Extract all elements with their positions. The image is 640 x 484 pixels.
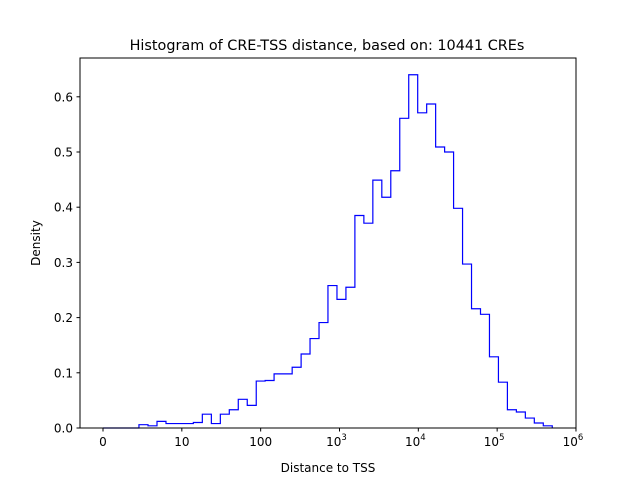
x-tick-base: 10 [326, 435, 341, 449]
histogram-bin [193, 422, 202, 428]
histogram-bin [427, 104, 436, 428]
histogram-bin [175, 424, 184, 428]
x-tick-exponent: 3 [341, 433, 346, 443]
y-axis-label: Density [29, 220, 43, 266]
x-tick-label: 105 [484, 433, 505, 449]
x-tick-label: 104 [405, 433, 426, 449]
x-tick-exponent: 4 [420, 433, 425, 443]
histogram-bin [480, 314, 489, 428]
histogram-bin [498, 382, 507, 428]
histogram-bin [463, 264, 472, 428]
histogram-bin [301, 354, 310, 428]
y-tick-label: 0.6 [54, 90, 73, 104]
y-tick-label: 0.0 [54, 422, 73, 436]
x-tick-base: 10 [484, 435, 499, 449]
histogram-bin [454, 208, 463, 428]
chart-title: Histogram of CRE-TSS distance, based on:… [130, 38, 525, 54]
histogram-bin [400, 118, 409, 428]
histogram-bin [220, 414, 229, 428]
histogram-bin [202, 414, 211, 428]
histogram-bin [211, 424, 220, 428]
y-tick-label: 0.5 [54, 146, 73, 160]
x-tick-label: 106 [563, 433, 584, 449]
x-tick-base: 10 [174, 435, 189, 449]
histogram-bin [525, 418, 534, 428]
histogram-bin [346, 287, 355, 428]
histogram-bin [382, 197, 391, 428]
histogram-bin [472, 309, 481, 428]
histogram-bin [391, 171, 400, 428]
histogram-bin [355, 215, 364, 428]
x-tick-base: 100 [249, 435, 272, 449]
x-tick-base: 10 [563, 435, 578, 449]
histogram-bin [507, 410, 516, 428]
histogram-bin [166, 424, 175, 428]
x-tick-label: 10 [174, 435, 189, 449]
x-tick-label: 0 [99, 435, 107, 449]
histogram-bin [373, 180, 382, 428]
x-tick-base: 10 [405, 435, 420, 449]
histogram-bin [283, 374, 292, 428]
x-axis: 0 10 100 103 104 105 106 [99, 428, 583, 449]
histogram-bin [337, 299, 346, 428]
histogram-bin [157, 421, 166, 428]
x-tick-exponent: 5 [499, 433, 504, 443]
histogram-bin [328, 286, 337, 428]
x-tick-label: 100 [249, 435, 272, 449]
histogram-bin [265, 381, 274, 428]
y-tick-label: 0.1 [54, 366, 73, 380]
plot-area [103, 74, 553, 429]
y-tick-label: 0.4 [54, 201, 73, 215]
histogram-bin [229, 410, 238, 428]
histogram-bin [184, 424, 193, 428]
histogram-step-line [103, 74, 553, 429]
y-tick-label: 0.2 [54, 311, 73, 325]
histogram-bin [445, 152, 454, 428]
histogram-bin [292, 367, 301, 428]
histogram-bin [310, 339, 319, 428]
y-axis: 0.0 0.1 0.2 0.3 0.4 0.5 0.6 [54, 90, 80, 436]
histogram-bin [274, 374, 283, 428]
axes-frame [79, 57, 577, 429]
histogram-bin [256, 381, 265, 428]
histogram-bin [319, 323, 328, 428]
histogram-bin [516, 412, 525, 428]
x-tick-base: 0 [99, 435, 107, 449]
histogram-bin [418, 113, 427, 428]
histogram-bin [247, 405, 256, 428]
histogram-bin [364, 223, 373, 428]
histogram-bin [489, 357, 498, 428]
histogram-bin [409, 75, 418, 428]
y-tick-label: 0.3 [54, 256, 73, 270]
x-tick-exponent: 6 [578, 433, 583, 443]
histogram-bin [238, 399, 247, 428]
x-axis-label: Distance to TSS [281, 461, 376, 475]
histogram-bin [436, 147, 445, 428]
x-tick-label: 103 [326, 433, 347, 449]
histogram-bin [534, 423, 543, 428]
